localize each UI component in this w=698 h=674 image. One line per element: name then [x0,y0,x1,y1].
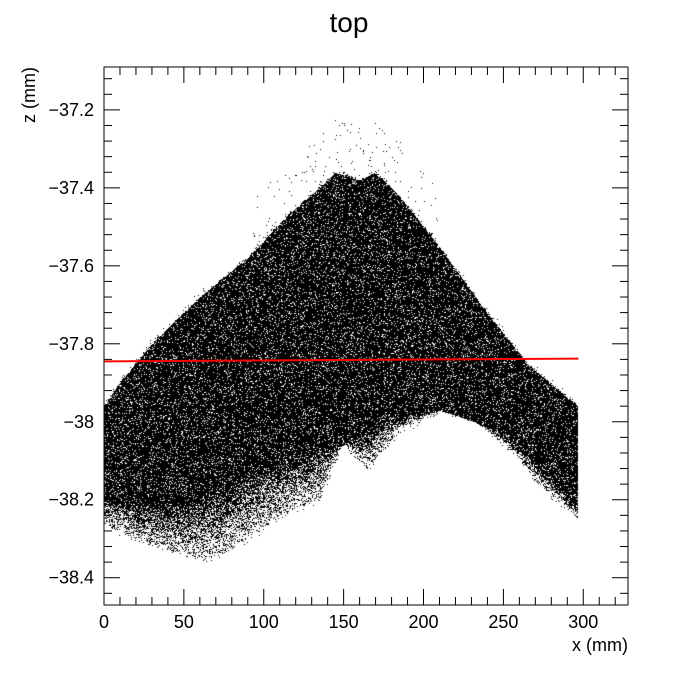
x-tick-label: 250 [488,612,518,632]
x-tick-label: 0 [99,612,109,632]
x-axis-ticks [103,67,616,605]
y-tick-label: −37.8 [48,334,94,354]
y-tick-label: −37.6 [48,256,94,276]
y-axis-title: z (mm) [19,67,39,123]
chart-title: top [330,7,369,38]
y-tick-label: −37.4 [48,178,94,198]
y-tick-label: −37.2 [48,100,94,120]
y-axis-ticks [104,78,628,594]
fit-line-group [103,357,579,363]
y-tick-label: −38 [63,412,94,432]
x-tick-label: 150 [329,612,359,632]
point-cloud-density [104,67,628,605]
y-tick-label: −38.2 [48,490,94,510]
x-tick-label: 200 [408,612,438,632]
y-tick-labels: −38.4 −38.2 −38 −37.8 −37.6 −37.4 −37.2 [48,100,94,588]
x-tick-labels: 0 50 100 150 200 250 300 [99,612,598,632]
fit-line [103,357,579,363]
y-tick-label: −38.4 [48,568,94,588]
plot-frame [103,66,629,606]
x-axis-title: x (mm) [572,635,628,655]
x-tick-label: 100 [249,612,279,632]
x-tick-label: 300 [568,612,598,632]
point-cloud [104,67,628,605]
x-tick-label: 50 [174,612,194,632]
